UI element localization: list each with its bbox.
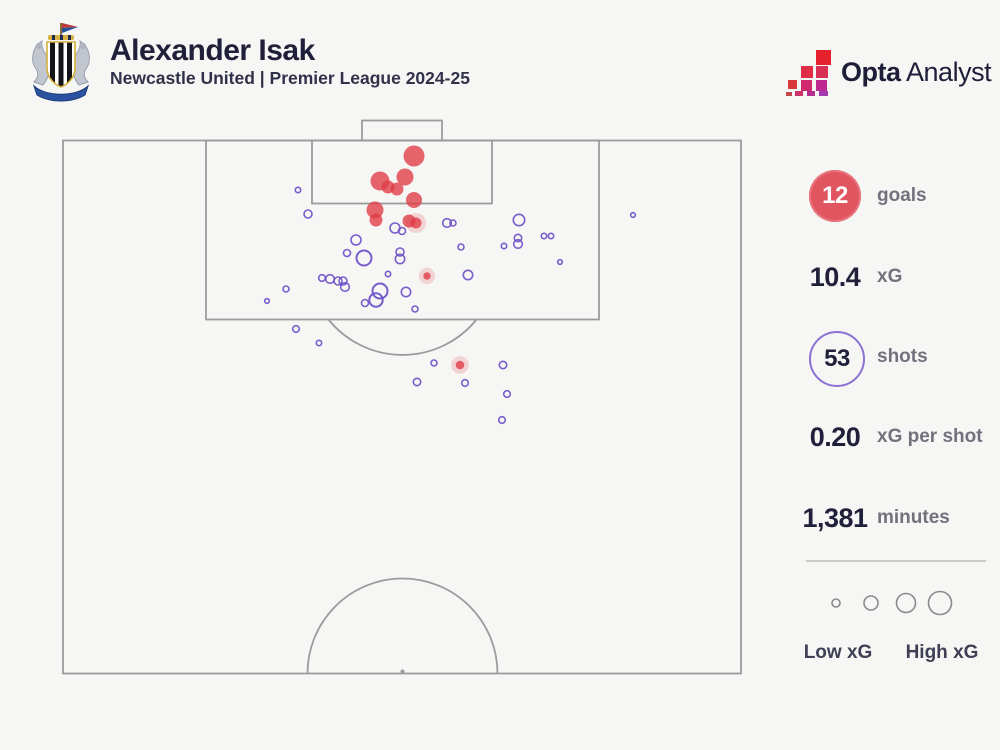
brand-regular: Analyst: [906, 56, 992, 87]
shot-marker: [512, 213, 526, 227]
centre-spot: [400, 669, 405, 674]
xg-per-shot-value: 0.20: [809, 422, 861, 452]
newcastle-crest-icon: [32, 23, 90, 102]
page-title: Alexander Isak: [110, 34, 315, 67]
goal-marker: [455, 360, 465, 370]
shot-marker: [333, 276, 343, 286]
shot-marker: [315, 339, 323, 347]
goal-marker: [396, 168, 414, 186]
shot-marker: [338, 276, 348, 286]
goal-marker: [410, 217, 422, 229]
shot-marker: [291, 324, 301, 334]
goal-marker: [369, 213, 383, 227]
shot-marker: [502, 389, 512, 399]
shot-marker: [498, 360, 508, 370]
legend-low-label: Low xG: [803, 642, 873, 663]
shot-marker: [547, 232, 555, 240]
goal-marker: [403, 145, 425, 167]
shot-marker: [282, 285, 290, 293]
legend-size-circle: [863, 595, 879, 611]
shot-marker: [263, 297, 271, 305]
shot-marker: [462, 269, 474, 281]
goal-marker: [390, 182, 404, 196]
shot-marker: [395, 247, 405, 257]
shot-marker: [368, 292, 384, 308]
shot-marker: [441, 217, 453, 229]
legend-high-label: High xG: [905, 642, 979, 663]
goals-badge: 12: [809, 170, 861, 222]
shot-marker: [411, 305, 419, 313]
shot-marker: [449, 219, 457, 227]
stat-row-goals: 12 goals: [0, 170, 1000, 222]
shot-marker: [294, 186, 302, 194]
shot-marker: [400, 286, 412, 298]
shot-marker: [355, 249, 373, 267]
centre-circle: [306, 577, 499, 674]
shot-marker: [629, 211, 637, 219]
page-subtitle: Newcastle United | Premier League 2024-2…: [110, 68, 470, 88]
shot-marker: [371, 282, 389, 300]
shot-marker: [512, 238, 524, 250]
minutes-value: 1,381: [802, 503, 868, 533]
xg-size-legend: [831, 590, 953, 616]
xg-label: xG: [877, 266, 903, 287]
opta-logo-icon: [786, 50, 831, 96]
shot-marker: [460, 378, 470, 388]
penalty-arc: [327, 318, 478, 356]
brand-wordmark: Opta Analyst: [841, 56, 992, 88]
legend-circles: [831, 590, 953, 616]
stat-row-minutes: 1,381 minutes: [0, 502, 1000, 534]
shot-marker: [350, 234, 362, 246]
shots-label: shots: [877, 346, 928, 367]
shot-marker: [412, 377, 422, 387]
stat-row-xg: 10.4 xG: [0, 261, 1000, 293]
goal-marker: [406, 192, 422, 208]
goal-marker: [366, 201, 384, 219]
shot-marker: [430, 359, 438, 367]
shots-badge: 53: [809, 331, 865, 387]
shot-marker: [457, 243, 465, 251]
shot-marker: [360, 298, 370, 308]
legend-divider: [806, 560, 986, 562]
shot-marker: [497, 415, 507, 425]
brand-logo: Opta Analyst: [786, 48, 992, 96]
minutes-label: minutes: [877, 507, 950, 528]
legend-size-circle: [927, 590, 953, 616]
xg-per-shot-label: xG per shot: [877, 426, 983, 447]
goals-label: goals: [877, 185, 927, 206]
shot-marker: [513, 233, 523, 243]
goal-frame: [361, 119, 443, 142]
xg-value: 10.4: [809, 262, 861, 292]
shot-markers: [263, 145, 637, 425]
stat-row-xg-per-shot: 0.20 xG per shot: [0, 421, 1000, 453]
stat-row-shots: 53 shots: [0, 331, 1000, 387]
goal-marker: [423, 272, 431, 280]
shot-marker: [384, 270, 392, 278]
shot-marker: [500, 242, 508, 250]
shot-marker: [342, 248, 352, 258]
shot-marker: [394, 253, 406, 265]
shot-marker: [556, 258, 564, 266]
brand-bold: Opta: [841, 56, 901, 87]
shot-marker: [303, 209, 313, 219]
legend-size-circle: [895, 592, 917, 614]
shot-marker: [397, 226, 407, 236]
pitch-lines: [62, 119, 742, 675]
legend-size-circle: [831, 598, 841, 608]
shot-marker: [339, 281, 351, 293]
shot-marker: [540, 232, 548, 240]
